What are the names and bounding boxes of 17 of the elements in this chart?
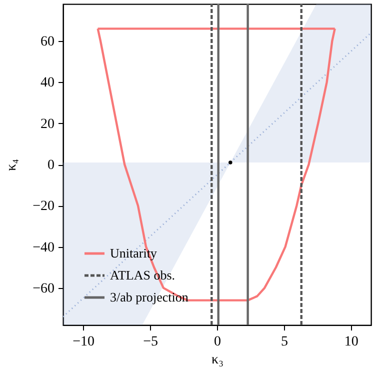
- y-tick-label: 20: [40, 116, 54, 132]
- y-axis-title: κ₄: [4, 158, 20, 171]
- x-tick-label: 5: [280, 334, 288, 350]
- y-tick-label: 60: [40, 34, 54, 50]
- legend-label: Unitarity: [110, 246, 158, 260]
- y-tick-label: −20: [32, 199, 54, 214]
- ref-line-label: 3/ab projection: [110, 290, 189, 304]
- y-tick-label: 40: [40, 76, 54, 91]
- ref-line-label: ATLAS obs.: [110, 268, 176, 282]
- x-tick-label: 0: [214, 334, 221, 350]
- y-tick-label: −60: [32, 281, 54, 296]
- x-tick-label: −5: [143, 334, 158, 350]
- x-tick-label: 10: [344, 334, 358, 350]
- x-tick-label: −10: [72, 334, 95, 350]
- y-tick-label: 0: [48, 158, 54, 173]
- y-tick-label: −40: [32, 240, 54, 256]
- x-axis-title: κ₃: [212, 352, 224, 368]
